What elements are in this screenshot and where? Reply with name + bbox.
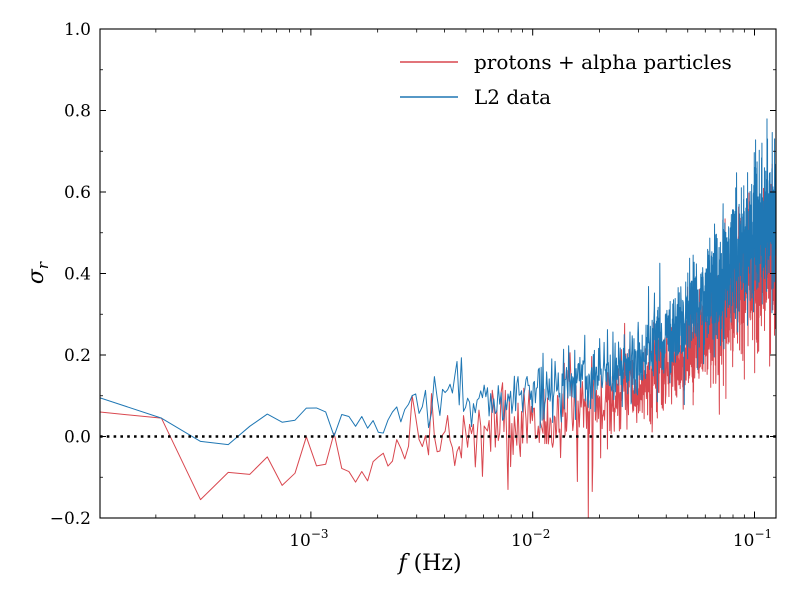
series-line-l2-data	[100, 118, 776, 446]
legend-label: protons + alpha particles	[474, 50, 732, 74]
y-tick-label: 0.0	[64, 428, 91, 448]
legend: protons + alpha particles L2 data	[400, 50, 732, 109]
y-tick-label: 0.8	[64, 102, 91, 122]
y-tick-label: 0.6	[64, 183, 91, 203]
series-layer	[100, 118, 776, 518]
legend-item-protons-alpha: protons + alpha particles	[400, 50, 732, 74]
legend-label: L2 data	[474, 85, 551, 109]
y-tick-label: 1.0	[64, 20, 91, 40]
y-tick-label: 0.4	[64, 265, 91, 285]
axes-layer: −0.20.00.20.40.60.81.010−3 10−2 10−1f (Hz)…	[24, 20, 777, 576]
x-axis-label: f (Hz)	[396, 551, 461, 576]
y-tick-label: −0.2	[50, 509, 91, 529]
legend-item-l2-data: L2 data	[400, 85, 551, 109]
y-tick-label: 0.2	[64, 346, 91, 366]
y-axis-label: σr	[24, 261, 52, 284]
x-tick-label: 10−3	[289, 527, 328, 551]
